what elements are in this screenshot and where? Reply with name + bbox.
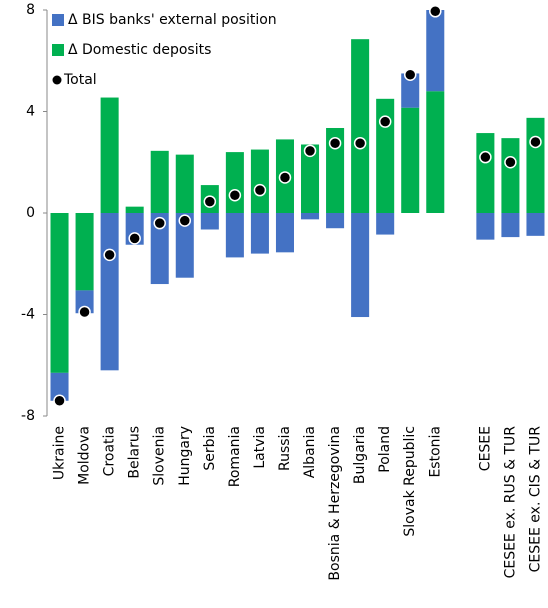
total-marker <box>429 5 442 18</box>
legend-swatch <box>52 75 62 85</box>
bar <box>200 213 219 230</box>
x-tick-label: Slovak Republic <box>402 426 418 537</box>
bar <box>75 213 94 291</box>
bar <box>150 213 169 285</box>
bar <box>50 372 69 401</box>
bar <box>175 213 194 278</box>
bar <box>401 73 420 108</box>
bar <box>75 290 94 314</box>
bar <box>501 213 520 238</box>
x-tick-label: Albania <box>302 426 318 478</box>
bar <box>526 213 545 236</box>
bar <box>250 213 269 254</box>
bar <box>225 152 244 213</box>
x-tick-label: CESEE ex. CIS & TUR <box>527 426 543 573</box>
bar <box>326 213 345 229</box>
y-tick-label: -4 <box>21 307 35 323</box>
x-tick-label: Slovenia <box>152 426 168 486</box>
y-tick-label: -8 <box>21 408 35 424</box>
bar <box>175 154 194 213</box>
legend-swatch <box>52 44 64 56</box>
y-tick-label: 8 <box>26 2 35 18</box>
x-tick-label: Russia <box>277 426 293 471</box>
total-marker <box>228 188 242 202</box>
x-tick-label: Hungary <box>177 426 193 486</box>
total-marker <box>529 135 542 149</box>
legend-label: Δ BIS banks' external position <box>68 12 277 28</box>
x-tick-label: Bulgaria <box>352 426 368 484</box>
x-tick-label: Bosnia & Herzegovina <box>327 426 343 581</box>
bar <box>301 213 320 220</box>
bar <box>125 206 144 213</box>
total-marker <box>128 232 141 245</box>
x-tick-label: Romania <box>227 426 243 487</box>
x-tick-label: CESEE <box>477 426 493 471</box>
total-marker <box>153 216 166 230</box>
total-marker <box>504 156 517 169</box>
bar <box>351 213 370 318</box>
total-marker <box>403 68 417 81</box>
legend-swatch <box>52 14 64 26</box>
bar <box>426 10 445 92</box>
total-marker <box>353 136 367 150</box>
x-tick-label: Latvia <box>252 426 268 469</box>
total-marker <box>479 150 492 164</box>
bar <box>301 144 320 213</box>
x-tick-label: Ukraine <box>52 426 68 480</box>
y-tick-label: 4 <box>26 104 35 120</box>
bar <box>501 138 520 213</box>
x-tick-label: Belarus <box>127 426 143 479</box>
bar <box>250 149 269 213</box>
bar <box>376 98 395 213</box>
x-tick-label: Serbia <box>202 426 218 471</box>
total-marker <box>78 305 91 319</box>
bar <box>150 150 169 213</box>
legend-label: Total <box>63 72 97 88</box>
bar <box>225 213 244 258</box>
bar <box>476 213 495 240</box>
y-tick-label: 0 <box>26 205 35 221</box>
bar <box>50 213 69 373</box>
x-tick-label: Poland <box>377 426 393 473</box>
x-tick-label: CESEE ex. RUS & TUR <box>502 426 518 579</box>
total-marker <box>378 115 392 128</box>
bar <box>100 213 119 371</box>
x-tick-label: Moldova <box>77 426 93 485</box>
total-marker <box>253 183 267 197</box>
total-marker <box>178 214 192 227</box>
bar <box>526 117 545 213</box>
bar <box>351 39 370 214</box>
bar <box>376 213 395 235</box>
bar <box>100 97 119 213</box>
bar <box>476 133 495 213</box>
x-tick-label: Croatia <box>102 426 118 476</box>
bar <box>275 213 294 253</box>
legend-label: Δ Domestic deposits <box>68 42 211 58</box>
total-marker <box>278 171 292 184</box>
bar <box>326 127 345 213</box>
bar <box>426 91 445 213</box>
total-marker <box>328 136 342 150</box>
total-marker <box>103 248 116 262</box>
total-marker <box>203 195 217 208</box>
bar <box>401 107 420 213</box>
total-marker <box>303 144 317 158</box>
total-marker <box>53 394 66 408</box>
x-tick-label: Estonia <box>427 426 443 478</box>
